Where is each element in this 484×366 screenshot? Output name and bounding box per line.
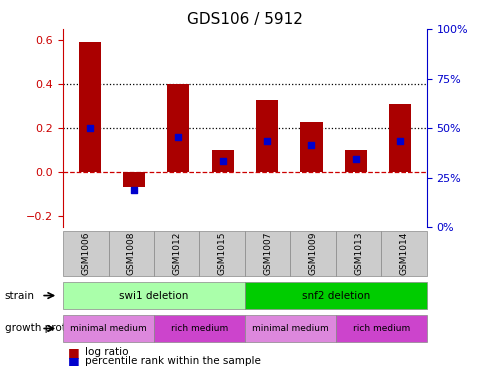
Bar bbox=[167, 84, 189, 172]
Text: rich medium: rich medium bbox=[170, 324, 227, 333]
Text: ■: ■ bbox=[68, 355, 79, 366]
Bar bbox=[211, 150, 233, 172]
Text: GSM1007: GSM1007 bbox=[263, 232, 272, 275]
Bar bbox=[256, 100, 278, 172]
Text: strain: strain bbox=[5, 291, 35, 300]
Text: GSM1015: GSM1015 bbox=[217, 232, 226, 275]
Point bbox=[174, 134, 182, 140]
Text: percentile rank within the sample: percentile rank within the sample bbox=[85, 356, 260, 366]
Point bbox=[395, 138, 403, 144]
Point bbox=[263, 138, 271, 144]
Text: minimal medium: minimal medium bbox=[70, 324, 147, 333]
Bar bbox=[388, 104, 410, 172]
Text: GSM1013: GSM1013 bbox=[353, 232, 363, 275]
Text: minimal medium: minimal medium bbox=[252, 324, 328, 333]
Point bbox=[86, 125, 93, 131]
Text: GSM1014: GSM1014 bbox=[399, 232, 408, 275]
Text: snf2 deletion: snf2 deletion bbox=[301, 291, 369, 300]
Point bbox=[218, 158, 226, 164]
Point bbox=[130, 187, 137, 193]
Point bbox=[307, 142, 315, 148]
Text: log ratio: log ratio bbox=[85, 347, 128, 357]
Bar bbox=[78, 42, 101, 172]
Bar bbox=[122, 172, 145, 187]
Text: GSM1006: GSM1006 bbox=[81, 232, 90, 275]
Text: GSM1008: GSM1008 bbox=[126, 232, 136, 275]
Text: GSM1009: GSM1009 bbox=[308, 232, 317, 275]
Title: GDS106 / 5912: GDS106 / 5912 bbox=[187, 12, 302, 27]
Text: rich medium: rich medium bbox=[352, 324, 409, 333]
Text: growth protocol: growth protocol bbox=[5, 324, 87, 333]
Point bbox=[351, 156, 359, 162]
Bar bbox=[300, 122, 322, 172]
Bar bbox=[344, 150, 366, 172]
Text: swi1 deletion: swi1 deletion bbox=[119, 291, 188, 300]
Text: GSM1012: GSM1012 bbox=[172, 232, 181, 275]
Text: ■: ■ bbox=[68, 346, 79, 359]
